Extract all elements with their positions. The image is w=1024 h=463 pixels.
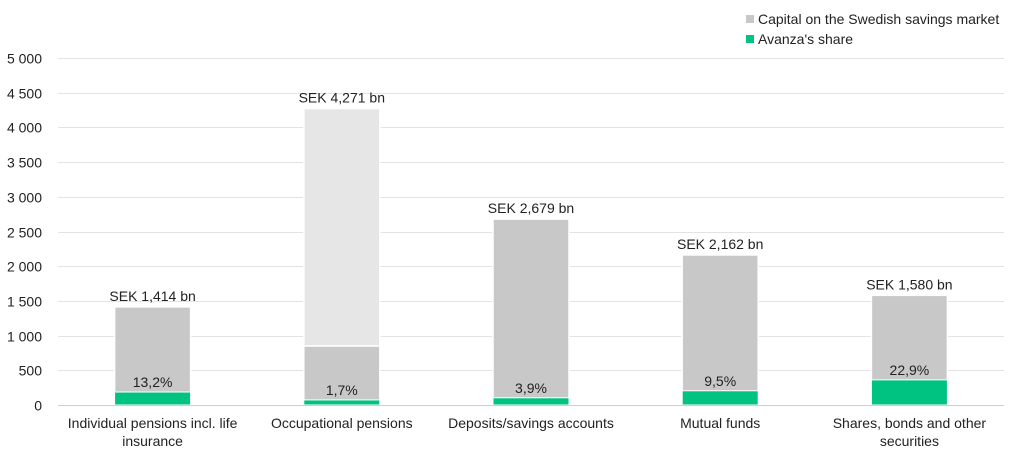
legend-label: Capital on the Swedish savings market <box>758 11 999 27</box>
bar-avanza-share <box>681 390 759 406</box>
legend-label: Avanza's share <box>758 31 853 47</box>
y-tick-label: 3 500 <box>7 155 42 171</box>
bar-avanza-share <box>870 379 948 406</box>
y-tick-label: 5 000 <box>7 51 42 67</box>
bar-total <box>681 254 759 406</box>
y-tick-label: 0 <box>34 398 42 414</box>
x-axis: Individual pensions incl. life insurance O… <box>58 405 1004 449</box>
bar-share-label: 1,7% <box>326 382 358 398</box>
x-category-label: Deposits/savings accounts <box>448 415 614 431</box>
y-tick-label: 4 000 <box>7 120 42 136</box>
y-tick-label: 4 500 <box>7 86 42 102</box>
bar-total-label: SEK 1,414 bn <box>109 288 195 304</box>
legend-swatch <box>746 35 754 43</box>
bar-total <box>113 306 192 406</box>
y-tick-label: 1 500 <box>7 294 42 310</box>
y-tick-label: 2 000 <box>7 259 42 275</box>
y-axis: 0 500 1 000 1 500 2 000 2 500 3 000 3 500 4 000 4… <box>7 51 42 414</box>
bar-avanza-share <box>492 397 570 406</box>
bars <box>113 107 949 406</box>
x-category-label: Shares, bonds and other <box>833 415 987 431</box>
x-category-label: securities <box>880 433 939 449</box>
bar-total-label: SEK 1,580 bn <box>866 276 952 292</box>
bar-total <box>303 107 381 347</box>
y-tick-label: 1 000 <box>7 329 42 345</box>
bar-share-label: 22,9% <box>890 362 930 378</box>
bar-total-segment <box>303 345 381 406</box>
bar-total-label: SEK 2,679 bn <box>488 200 574 216</box>
legend-swatch <box>746 15 754 23</box>
x-category-label: insurance <box>122 433 183 449</box>
bar-share-label: 3,9% <box>515 380 547 396</box>
y-tick-label: 500 <box>19 363 43 379</box>
legend: Capital on the Swedish savings market Ava… <box>746 11 999 47</box>
bar-total <box>492 218 570 406</box>
bar-share-label: 9,5% <box>704 373 736 389</box>
bar-avanza-share <box>114 391 192 406</box>
x-category-label: Individual pensions incl. life <box>68 415 238 431</box>
x-category-label: Mutual funds <box>680 415 760 431</box>
bar-total-label: SEK 4,271 bn <box>299 90 385 106</box>
x-category-label: Occupational pensions <box>271 415 413 431</box>
bar-avanza-share <box>303 399 381 406</box>
bar-total-label: SEK 2,162 bn <box>677 236 763 252</box>
y-tick-label: 3 000 <box>7 190 42 206</box>
bar-share-label: 13,2% <box>133 374 173 390</box>
y-tick-label: 2 500 <box>7 225 42 241</box>
data-labels: SEK 1,414 bn 13,2% SEK 4,271 bn 1,7% SEK 2,6… <box>109 90 952 398</box>
